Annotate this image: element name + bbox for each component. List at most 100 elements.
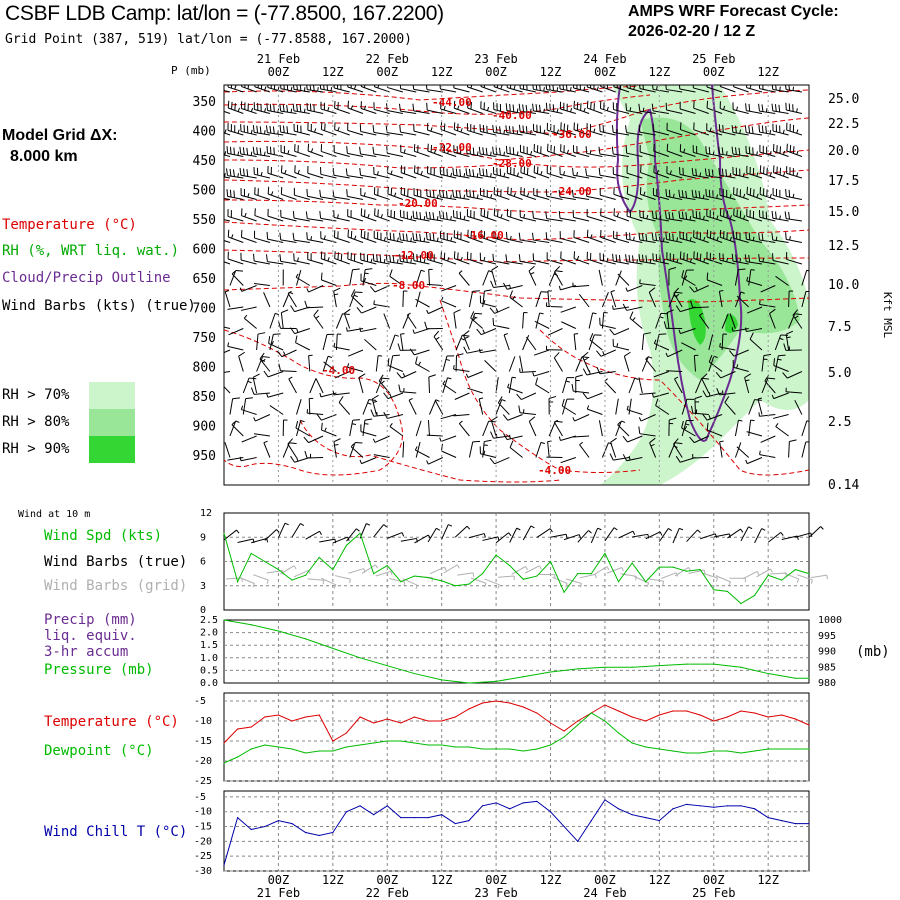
wind-barb	[673, 438, 683, 458]
wind-barb	[655, 333, 667, 351]
wind-barb	[295, 273, 311, 286]
wind-barb	[438, 189, 457, 200]
wind-barb	[665, 189, 683, 200]
wind-barb	[490, 280, 510, 288]
wind-barb	[224, 89, 231, 93]
wind-barb	[622, 303, 643, 311]
wind-barb	[731, 125, 749, 136]
wind-barb	[628, 377, 639, 394]
wind-barb	[571, 383, 590, 394]
dewpoint-point	[726, 750, 728, 752]
contour-label: -16.00	[464, 229, 504, 242]
wind-chill-point	[549, 811, 552, 813]
wind-barb	[679, 144, 696, 157]
wind-barb	[240, 405, 257, 415]
wind-barb	[612, 253, 630, 265]
wind-chill-point	[237, 817, 239, 819]
wind-barb	[493, 85, 510, 93]
time-hour-label: 12Z	[322, 873, 344, 887]
wind-chill-point	[753, 808, 756, 810]
wind-barb	[784, 211, 802, 222]
temperature-point	[264, 716, 266, 718]
windchill-y-tick: -20	[194, 836, 212, 847]
wind-barb	[427, 420, 430, 437]
temperature-point	[726, 716, 728, 718]
wind-barb	[694, 395, 703, 415]
surface-wind-barbs	[223, 522, 828, 590]
wind-y-tick: 3	[200, 581, 206, 592]
surface-barb-true	[808, 526, 824, 538]
wind-speed-point	[604, 552, 606, 555]
surface-barb-grid	[688, 569, 706, 575]
wind-barb	[788, 290, 794, 308]
wind-barb	[307, 165, 324, 179]
wind-barb	[746, 165, 763, 179]
dewpoint-point	[699, 752, 701, 754]
surface-barb-grid	[375, 570, 393, 577]
wind-barb	[801, 420, 809, 437]
wind-barb	[350, 443, 364, 458]
temperature-point	[345, 732, 348, 734]
wind-barb	[425, 211, 443, 222]
wind-barb	[548, 395, 557, 415]
wind-barb	[786, 143, 803, 157]
precip-y-tick: 0.5	[200, 665, 218, 676]
wind-barb	[399, 124, 417, 136]
pressure-tick: 650	[193, 272, 216, 287]
wind-barb	[736, 295, 750, 308]
wind-barb	[360, 424, 377, 437]
wind-barb	[653, 371, 670, 378]
dewpoint-point	[359, 744, 361, 746]
wind-barb	[359, 124, 377, 136]
legend-wind-speed: Wind Spd (kts)	[44, 528, 163, 544]
wind-barb	[528, 265, 537, 286]
dewpoint-point	[509, 748, 511, 750]
pressure-point	[522, 676, 524, 678]
wind-barb	[719, 440, 724, 458]
wind-barb	[506, 165, 523, 179]
surface-barb-grid	[538, 573, 556, 579]
wind-barb	[690, 405, 709, 415]
surface-barb-true	[441, 524, 453, 540]
wind-barb	[452, 210, 470, 222]
wind-barb	[482, 439, 492, 458]
wind-barb	[625, 125, 643, 136]
time-date-label: 24 Feb	[583, 886, 626, 900]
dewpoint-point	[808, 748, 810, 750]
wind-barb	[744, 254, 763, 265]
time-date-label: 22 Feb	[366, 886, 409, 900]
wind-barb	[414, 446, 430, 458]
wind-barb	[613, 85, 630, 93]
wind-barb	[424, 321, 443, 330]
wind-barb	[227, 306, 244, 310]
temperature-point	[373, 722, 375, 724]
legend-rh: RH (%, WRT liq. wat.)	[2, 243, 180, 259]
wind-barb	[455, 353, 464, 372]
wind-barb	[732, 230, 749, 243]
wind-barb	[546, 345, 563, 351]
wind-chill-point	[332, 831, 334, 834]
wind-barb	[573, 435, 590, 438]
wind-barb	[734, 442, 742, 458]
wind-barb	[224, 129, 231, 136]
wind-barb	[413, 123, 430, 136]
legend-surface-barbs-true: Wind Barbs (true)	[44, 554, 188, 570]
wind-barb	[586, 209, 603, 222]
legend-precip-liq: liq. equiv.	[44, 628, 137, 644]
wind-barb	[278, 363, 297, 372]
wind-chill-line	[223, 799, 809, 866]
wind-barb	[519, 144, 537, 157]
windchill-y-tick: -10	[194, 807, 212, 818]
wind-barb	[610, 437, 617, 458]
wind-barb	[454, 392, 470, 400]
wind-barb	[350, 289, 364, 308]
time-hour-label: 00Z	[376, 65, 398, 79]
wind-barb	[493, 208, 510, 222]
height-tick: 0.14	[828, 478, 859, 493]
legend-rh90-swatch	[89, 436, 135, 463]
wind-barb	[425, 85, 443, 93]
wind-barb	[480, 101, 497, 114]
wind-barb	[554, 266, 563, 286]
wind-barb	[263, 370, 284, 378]
